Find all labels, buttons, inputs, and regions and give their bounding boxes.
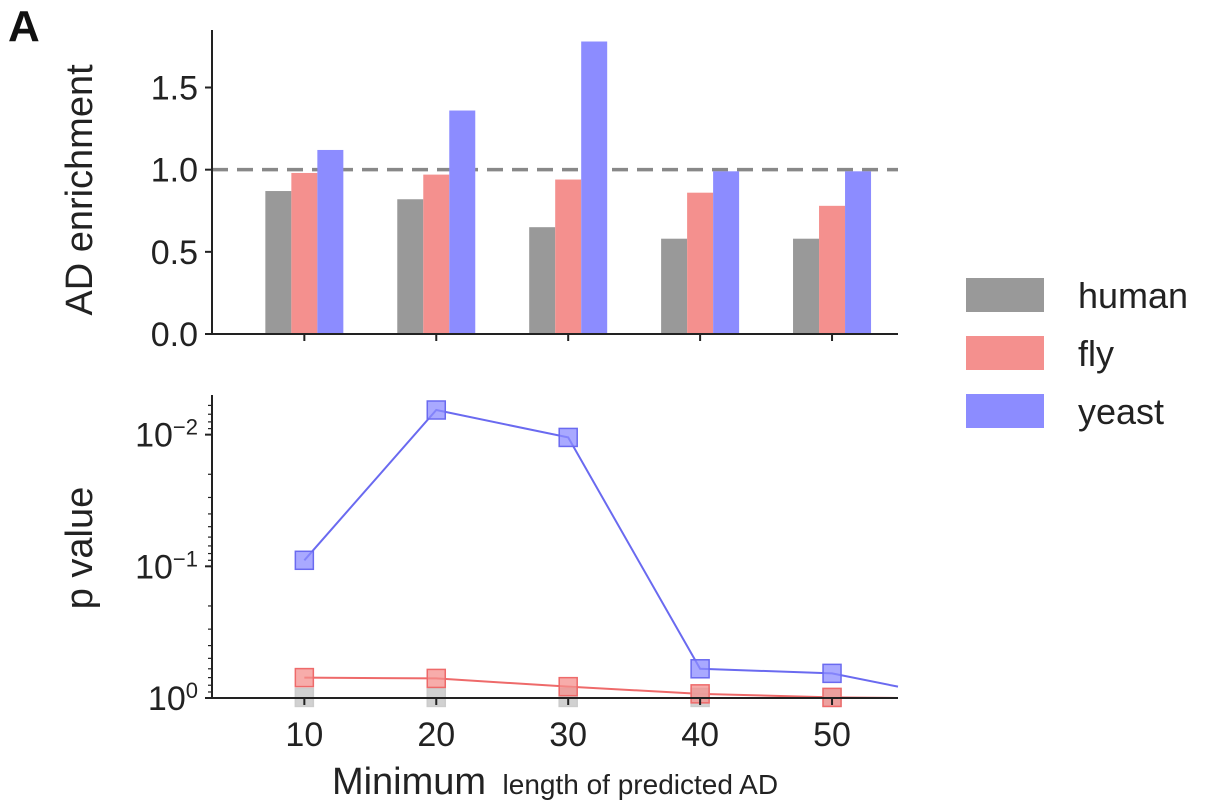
yeast-line [303,408,899,688]
legend: human fly yeast [966,275,1188,432]
pvalue-line-chart: 100 10−1 10−2 10 20 30 40 50 p value Minimum le… [59,395,899,803]
pvalue-x-tick-label: 40 [681,716,719,754]
fly-marker-20 [426,668,447,689]
yeast-marker-40 [690,659,710,679]
bar-yeast-10 [317,149,344,334]
pvalue-y-tick-label: 100 [148,678,198,719]
bar-human-30 [529,227,556,334]
yeast-marker-30 [558,427,578,448]
pvalue-x-tick-label: 20 [417,716,455,754]
bar-human-40 [661,238,688,334]
bar-fly-10 [291,172,318,334]
legend-swatch-human [966,278,1044,312]
fly-marker-10 [294,667,315,688]
fly-line [304,676,899,699]
bar-fly-40 [687,192,714,334]
enrichment-bar-chart: 0.0 0.5 1.0 1.5 AD enrichment [59,30,898,354]
enrichment-y-tick-label: 1.0 [151,152,198,190]
enrichment-y-tick-label: 1.5 [151,70,198,108]
bar-human-20 [397,199,424,334]
bar-fly-30 [555,179,582,334]
bar-yeast-50 [845,171,872,334]
legend-label-human: human [1078,275,1188,316]
pvalue-y-axis-label: p value [59,487,101,610]
fly-marker-30 [558,676,578,697]
legend-swatch-yeast [966,394,1044,428]
x-axis-label-rest: length of predicted AD [503,769,779,800]
panel-letter: A [8,2,40,51]
bar-fly-50 [819,205,846,334]
yeast-marker-20 [426,400,447,420]
yeast-marker-50 [822,663,842,684]
pvalue-y-tick-label: 10−1 [135,546,198,587]
enrichment-y-tick-label: 0.5 [151,234,198,272]
legend-label-yeast: yeast [1078,391,1164,432]
enrichment-y-axis-label: AD enrichment [59,64,101,316]
yeast-marker-10 [294,550,315,571]
bar-human-10 [265,191,292,334]
legend-label-fly: fly [1078,333,1114,374]
pvalue-x-axis-label: Minimum length of predicted AD [332,761,778,803]
pvalue-y-tick-label: 10−2 [135,414,198,455]
bar-yeast-20 [449,110,476,334]
bar-fly-20 [423,174,450,334]
x-axis-label-main: Minimum [332,761,486,803]
bar-human-50 [793,238,820,334]
enrichment-y-tick-label: 0.0 [151,316,198,354]
pvalue-x-tick-label: 10 [285,716,323,754]
pvalue-x-tick-label: 50 [813,716,851,754]
pvalue-x-tick-label: 30 [549,716,587,754]
bar-yeast-30 [581,41,608,335]
legend-swatch-fly [966,336,1044,370]
bar-yeast-40 [713,171,740,334]
